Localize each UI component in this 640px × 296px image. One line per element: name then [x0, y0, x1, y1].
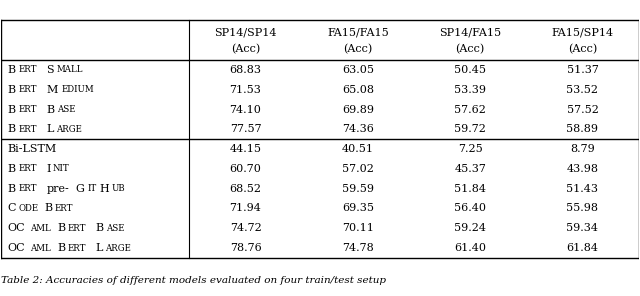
Text: EDIUM: EDIUM	[61, 85, 93, 94]
Text: 77.57: 77.57	[230, 124, 261, 134]
Text: M: M	[47, 85, 58, 95]
Text: ASE: ASE	[57, 105, 76, 114]
Text: B: B	[57, 223, 65, 233]
Text: (Acc): (Acc)	[343, 44, 372, 54]
Text: ERT: ERT	[18, 184, 36, 193]
Text: L: L	[47, 124, 54, 134]
Text: pre-: pre-	[47, 184, 69, 194]
Text: B: B	[8, 65, 16, 75]
Text: 7.25: 7.25	[458, 144, 483, 154]
Text: 60.70: 60.70	[230, 164, 262, 174]
Text: 59.34: 59.34	[566, 223, 598, 233]
Text: 71.94: 71.94	[230, 203, 262, 213]
Text: B: B	[8, 104, 16, 115]
Text: ERT: ERT	[18, 105, 36, 114]
Text: 51.37: 51.37	[566, 65, 598, 75]
Text: 58.89: 58.89	[566, 124, 598, 134]
Text: C: C	[8, 203, 16, 213]
Text: IT: IT	[87, 184, 97, 193]
Text: Bi-LSTM: Bi-LSTM	[8, 144, 57, 154]
Text: SP14/SP14: SP14/SP14	[214, 27, 276, 37]
Text: ERT: ERT	[18, 85, 36, 94]
Text: L: L	[96, 243, 103, 253]
Text: UB: UB	[111, 184, 125, 193]
Text: MALL: MALL	[56, 65, 83, 74]
Text: 61.40: 61.40	[454, 243, 486, 253]
Text: 61.84: 61.84	[566, 243, 598, 253]
Text: (Acc): (Acc)	[456, 44, 484, 54]
Text: ERT: ERT	[18, 125, 36, 134]
Text: ERT: ERT	[67, 244, 86, 252]
Text: 57.52: 57.52	[566, 104, 598, 115]
Text: 51.84: 51.84	[454, 184, 486, 194]
Text: B: B	[8, 124, 16, 134]
Text: 56.40: 56.40	[454, 203, 486, 213]
Text: ARGE: ARGE	[56, 125, 82, 134]
Text: 57.62: 57.62	[454, 104, 486, 115]
Text: 69.35: 69.35	[342, 203, 374, 213]
Text: (Acc): (Acc)	[568, 44, 597, 54]
Text: 68.83: 68.83	[230, 65, 262, 75]
Text: 74.36: 74.36	[342, 124, 374, 134]
Text: OC: OC	[8, 243, 26, 253]
Text: OC: OC	[8, 223, 26, 233]
Text: 40.51: 40.51	[342, 144, 374, 154]
Text: B: B	[8, 85, 16, 95]
Text: B: B	[57, 243, 65, 253]
Text: B: B	[8, 164, 16, 174]
Text: 59.24: 59.24	[454, 223, 486, 233]
Text: 51.43: 51.43	[566, 184, 598, 194]
Text: AML: AML	[31, 244, 51, 252]
Text: NIT: NIT	[52, 164, 69, 173]
Text: 59.59: 59.59	[342, 184, 374, 194]
Text: G: G	[76, 184, 84, 194]
Text: ERT: ERT	[67, 224, 86, 233]
Text: 53.52: 53.52	[566, 85, 598, 95]
Text: 78.76: 78.76	[230, 243, 261, 253]
Text: B: B	[45, 203, 52, 213]
Text: ODE: ODE	[19, 204, 39, 213]
Text: B: B	[47, 104, 54, 115]
Text: 8.79: 8.79	[570, 144, 595, 154]
Text: 68.52: 68.52	[230, 184, 262, 194]
Text: 44.15: 44.15	[230, 144, 262, 154]
Text: 57.02: 57.02	[342, 164, 374, 174]
Text: 71.53: 71.53	[230, 85, 262, 95]
Text: 55.98: 55.98	[566, 203, 598, 213]
Text: B: B	[96, 223, 104, 233]
Text: 74.10: 74.10	[230, 104, 262, 115]
Text: 69.89: 69.89	[342, 104, 374, 115]
Text: 45.37: 45.37	[454, 164, 486, 174]
Text: ARGE: ARGE	[105, 244, 131, 252]
Text: (Acc): (Acc)	[231, 44, 260, 54]
Text: ASE: ASE	[106, 224, 125, 233]
Text: 59.72: 59.72	[454, 124, 486, 134]
Text: B: B	[8, 184, 16, 194]
Text: 50.45: 50.45	[454, 65, 486, 75]
Text: SP14/FA15: SP14/FA15	[439, 27, 501, 37]
Text: 65.08: 65.08	[342, 85, 374, 95]
Text: H: H	[99, 184, 109, 194]
Text: S: S	[47, 65, 54, 75]
Text: 43.98: 43.98	[566, 164, 598, 174]
Text: ERT: ERT	[18, 65, 36, 74]
Text: ERT: ERT	[18, 164, 36, 173]
Text: 53.39: 53.39	[454, 85, 486, 95]
Text: FA15/FA15: FA15/FA15	[327, 27, 388, 37]
Text: Table 2: Accuracies of different models evaluated on four train/test setup: Table 2: Accuracies of different models …	[1, 276, 387, 284]
Text: ERT: ERT	[55, 204, 74, 213]
Text: FA15/SP14: FA15/SP14	[552, 27, 614, 37]
Text: 63.05: 63.05	[342, 65, 374, 75]
Text: I: I	[47, 164, 51, 174]
Text: 74.78: 74.78	[342, 243, 374, 253]
Text: 70.11: 70.11	[342, 223, 374, 233]
Text: AML: AML	[31, 224, 51, 233]
Text: 74.72: 74.72	[230, 223, 261, 233]
